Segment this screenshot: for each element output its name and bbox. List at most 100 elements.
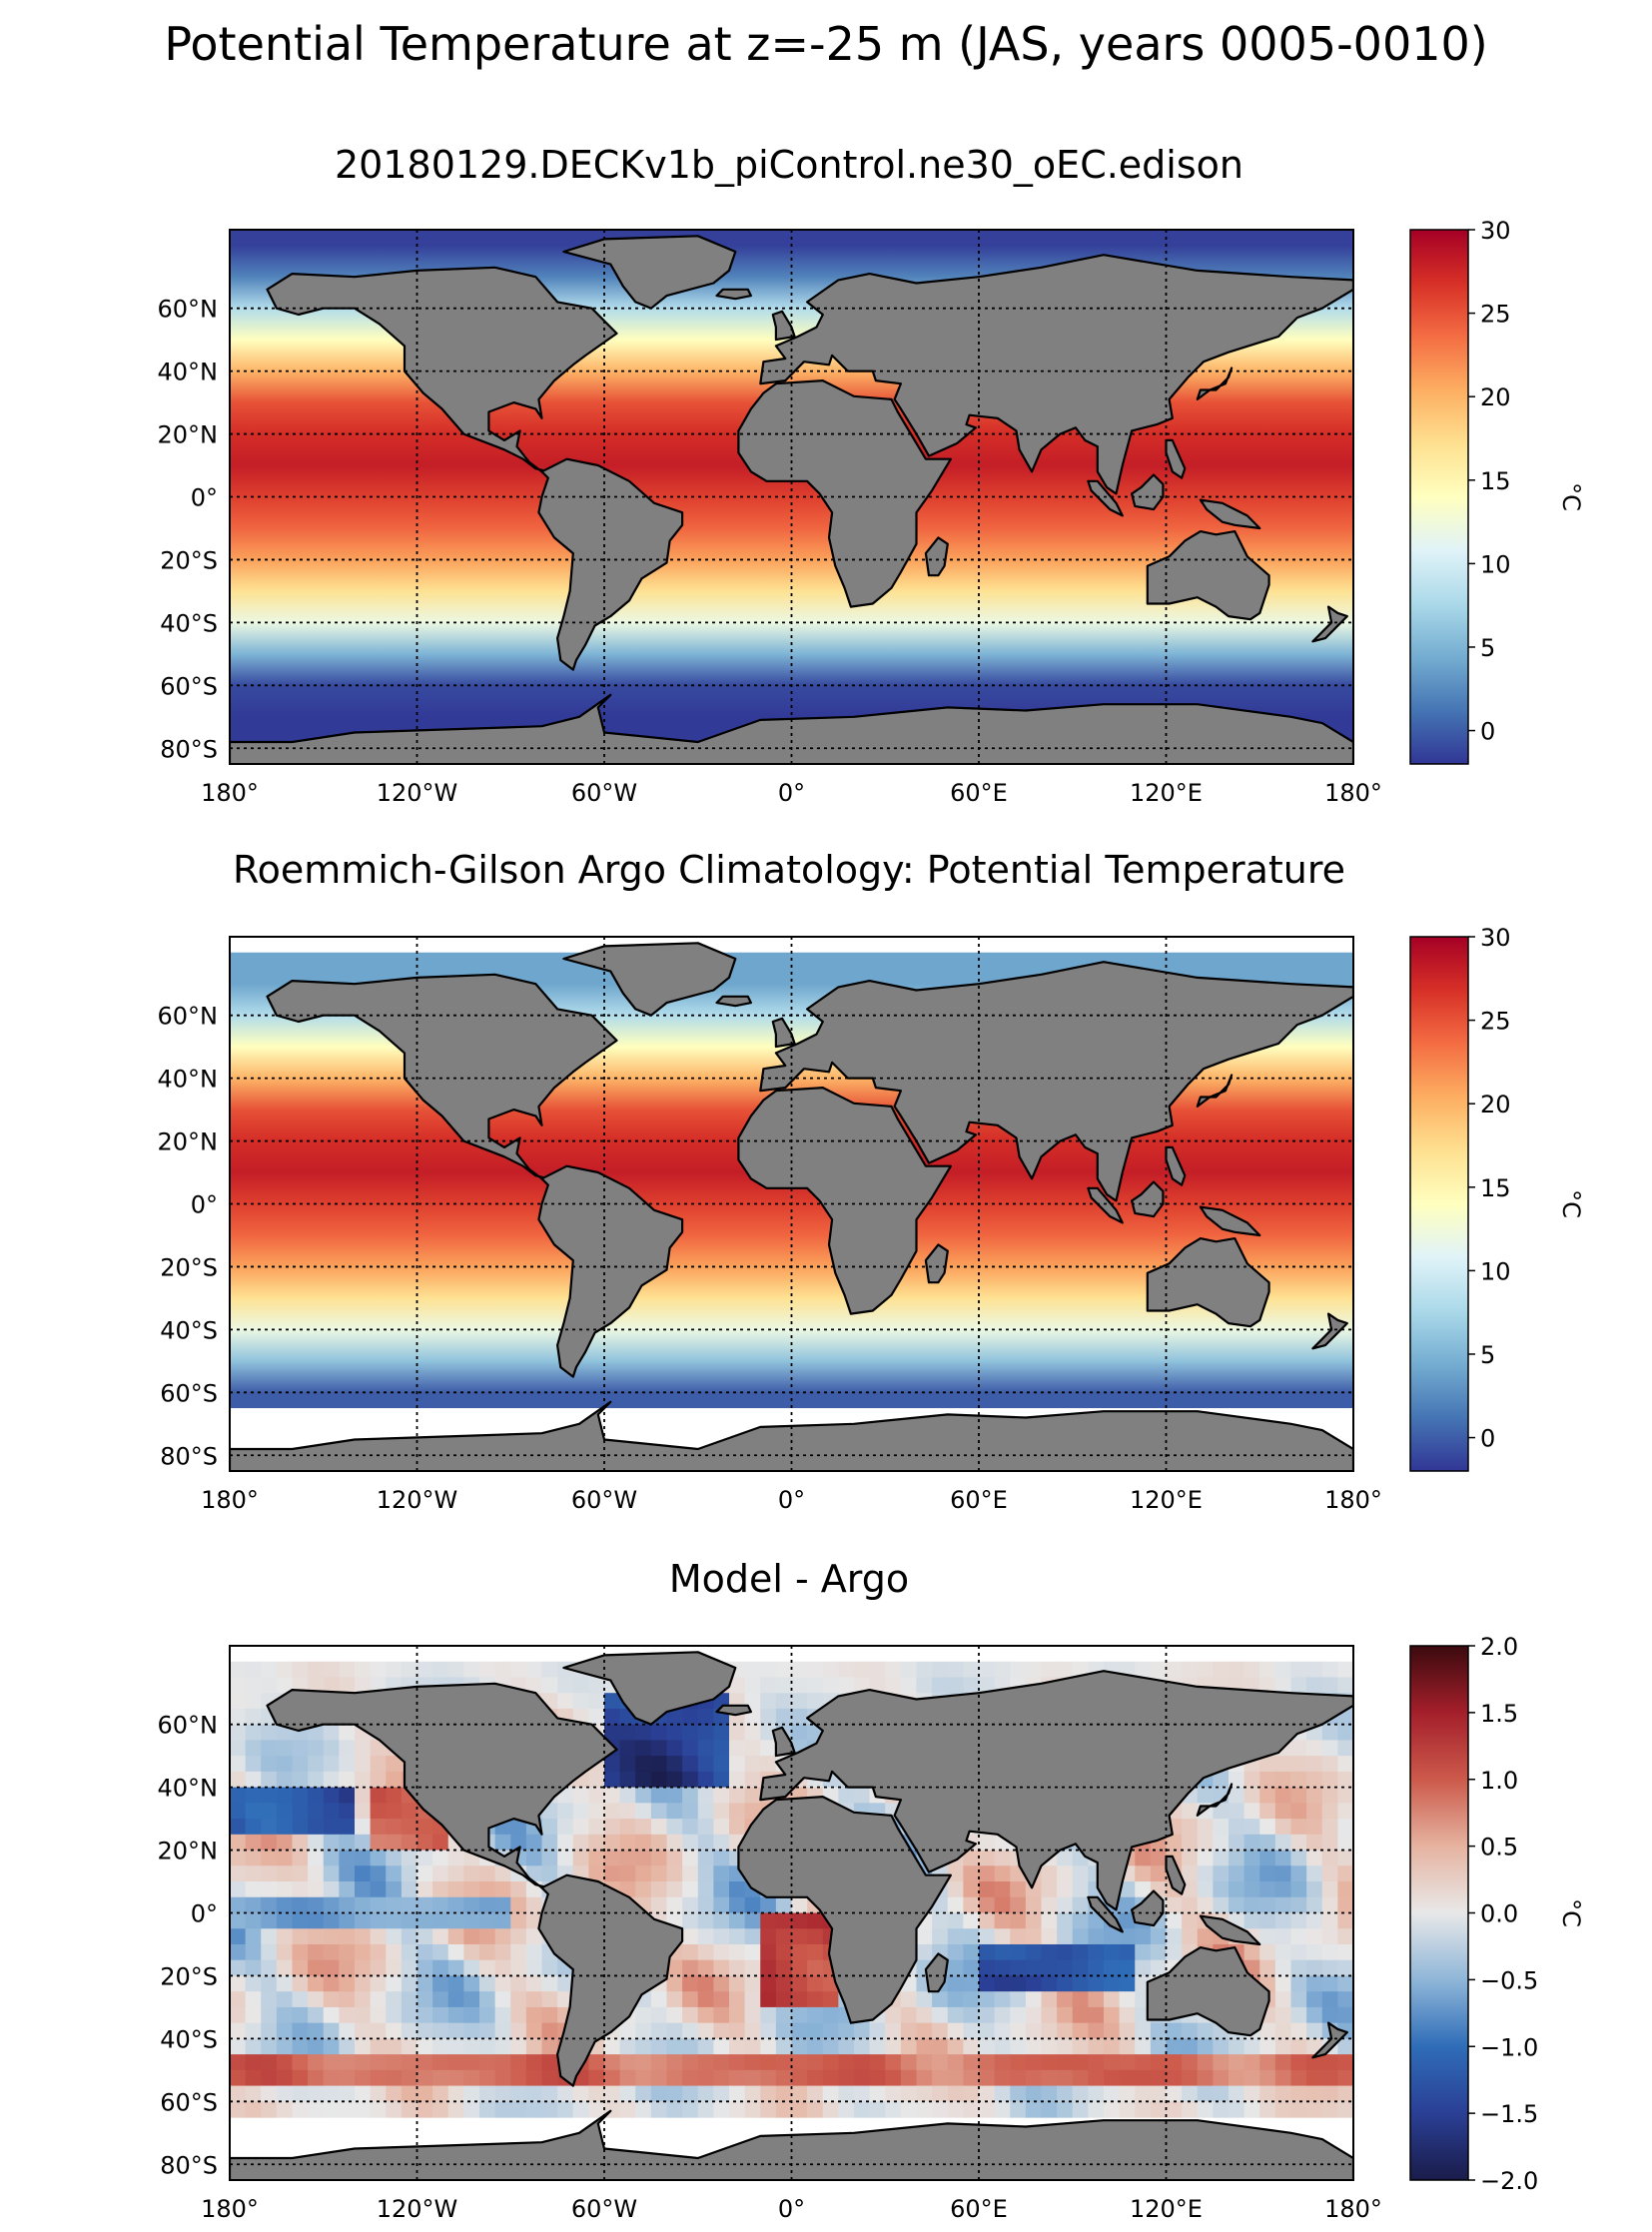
difference-cell: [525, 1959, 543, 1977]
difference-cell: [900, 1677, 918, 1694]
difference-cell: [463, 1991, 480, 2008]
difference-cell: [230, 1693, 247, 1710]
difference-cell: [370, 2006, 387, 2024]
difference-cell: [1057, 1959, 1074, 1977]
difference-cell: [510, 2022, 527, 2039]
difference-cell: [1104, 1928, 1121, 1945]
difference-cell: [1025, 1661, 1043, 1679]
difference-cell: [245, 1865, 262, 1882]
difference-cell: [1135, 2054, 1152, 2071]
difference-cell: [994, 1896, 1011, 1914]
difference-cell: [370, 2085, 387, 2102]
difference-cell: [1337, 2085, 1353, 2102]
land-uk: [771, 1017, 796, 1049]
difference-cell: [604, 1724, 621, 1742]
difference-cell: [1150, 1959, 1168, 1977]
difference-cell: [572, 2085, 589, 2102]
y-tick-label: 0°: [191, 484, 218, 512]
difference-cell: [760, 1661, 777, 1679]
y-tick-label: 40°S: [160, 2025, 218, 2053]
difference-cell: [869, 2085, 886, 2102]
difference-cell: [355, 1740, 372, 1757]
difference-cell: [650, 1896, 668, 1914]
difference-cell: [713, 1740, 730, 1757]
difference-cell: [1119, 1959, 1136, 1977]
difference-cell: [1197, 1865, 1214, 1882]
difference-cell: [1274, 1975, 1292, 1992]
difference-cell: [1197, 1787, 1214, 1804]
difference-cell: [697, 1787, 714, 1804]
difference-cell: [588, 1787, 605, 1804]
difference-cell: [1010, 1896, 1027, 1914]
difference-cell: [1119, 1928, 1136, 1945]
difference-cell: [541, 1850, 558, 1866]
difference-cell: [494, 2085, 511, 2102]
land-antarctica: [230, 2109, 1353, 2180]
difference-cell: [1182, 2085, 1199, 2102]
colorbar-tick-label: −2.0: [1480, 2167, 1538, 2195]
difference-cell: [386, 1975, 403, 1992]
difference-cell: [261, 1943, 278, 1961]
difference-cell: [822, 2069, 839, 2087]
difference-cell: [1259, 1912, 1276, 1929]
difference-cell: [261, 1740, 278, 1757]
difference-cell: [744, 2054, 761, 2071]
difference-cell: [1306, 1740, 1323, 1757]
difference-cell: [885, 2085, 902, 2102]
difference-cell: [432, 1834, 449, 1852]
difference-cell: [230, 1819, 247, 1836]
difference-cell: [245, 2069, 262, 2087]
difference-cell: [775, 1912, 793, 1929]
difference-cell: [1306, 1677, 1323, 1694]
difference-cell: [510, 1959, 527, 1977]
difference-cell: [947, 2054, 964, 2071]
difference-cell: [713, 1959, 730, 1977]
land-philippines: [1165, 1855, 1187, 1895]
difference-cell: [416, 2085, 433, 2102]
difference-cell: [479, 2038, 496, 2055]
difference-cell: [1274, 1991, 1292, 2008]
difference-cell: [1290, 1850, 1307, 1866]
difference-cell: [666, 1803, 683, 1820]
difference-cell: [1041, 1881, 1058, 1898]
difference-cell: [1104, 2069, 1121, 2087]
difference-cell: [1259, 1943, 1276, 1961]
difference-cell: [1119, 2022, 1136, 2039]
difference-cell: [635, 2101, 652, 2118]
difference-cell: [775, 2101, 793, 2118]
difference-cell: [261, 1819, 278, 1836]
difference-cell: [292, 2101, 309, 2118]
difference-cell: [1041, 2101, 1058, 2118]
difference-cell: [276, 1991, 294, 2008]
difference-cell: [245, 1881, 262, 1898]
difference-cell: [885, 1661, 902, 1679]
difference-cell: [994, 1928, 1011, 1945]
difference-cell: [1321, 1881, 1338, 1898]
difference-cell: [1274, 1756, 1292, 1773]
difference-cell: [1197, 2038, 1214, 2055]
difference-cell: [979, 2038, 996, 2055]
difference-cell: [947, 1991, 964, 2008]
difference-cell: [572, 1819, 589, 1836]
difference-cell: [947, 2006, 964, 2024]
difference-cell: [292, 1740, 309, 1757]
difference-cell: [261, 1787, 278, 1804]
difference-cell: [370, 1756, 387, 1773]
difference-cell: [401, 1850, 418, 1866]
difference-cell: [979, 1943, 996, 1961]
difference-cell: [339, 2006, 356, 2024]
land-new-guinea: [1199, 1914, 1261, 1946]
difference-cell: [339, 2101, 356, 2118]
difference-cell: [979, 2054, 996, 2071]
difference-cell: [1274, 1834, 1292, 1852]
difference-cell: [900, 2006, 918, 2024]
difference-cell: [666, 1708, 683, 1726]
difference-cell: [1010, 1943, 1027, 1961]
difference-cell: [760, 2085, 777, 2102]
difference-cell: [292, 2054, 309, 2071]
difference-cell: [619, 2022, 636, 2039]
difference-cell: [604, 1850, 621, 1866]
difference-cell: [1057, 1661, 1074, 1679]
land-africa: [737, 1796, 952, 2024]
difference-cell: [697, 2085, 714, 2102]
